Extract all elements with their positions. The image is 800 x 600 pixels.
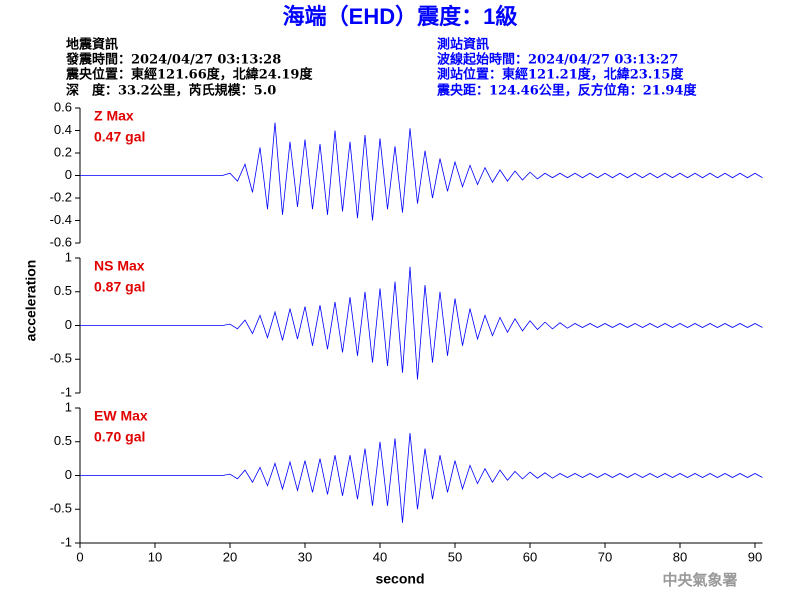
annotation: 0.70 gal (94, 429, 145, 445)
waveform (80, 122, 763, 221)
y-tick-label: 0.4 (54, 122, 72, 137)
x-tick-label: 80 (673, 549, 687, 564)
y-tick-label: 0.5 (54, 433, 72, 448)
waveform (80, 266, 763, 380)
x-tick-label: 30 (298, 549, 312, 564)
y-tick-label: 0 (65, 167, 72, 182)
y-tick-label: -0.6 (50, 234, 72, 249)
x-tick-label: 40 (373, 549, 387, 564)
y-tick-label: -0.5 (50, 501, 72, 516)
y-tick-label: 1 (65, 249, 72, 264)
y-tick-label: -0.2 (50, 189, 72, 204)
x-tick-label: 70 (598, 549, 612, 564)
annotation: NS Max (94, 258, 145, 274)
y-tick-label: -1 (60, 534, 72, 549)
x-tick-label: 90 (748, 549, 762, 564)
y-tick-label: 0.2 (54, 144, 72, 159)
x-tick-label: 10 (148, 549, 162, 564)
info-line: 發震時間：2024/04/27 03:13:28 (65, 52, 281, 68)
y-tick-label: 0.5 (54, 283, 72, 298)
y-tick-label: -0.4 (50, 212, 72, 227)
x-axis-label: second (375, 571, 424, 587)
y-tick-label: -1 (60, 384, 72, 399)
annotation: EW Max (94, 408, 148, 424)
info-line: 測站資訊 (437, 37, 489, 53)
annotation: 0.87 gal (94, 279, 145, 295)
y-tick-label: -0.5 (50, 351, 72, 366)
x-tick-label: 50 (448, 549, 462, 564)
annotation: 0.47 gal (94, 129, 145, 145)
info-line: 測站位置：東經121.21度，北緯23.15度 (437, 67, 684, 83)
footer: 中央氣象署 (662, 571, 737, 589)
y-tick-label: 1 (65, 399, 72, 414)
y-tick-label: 0 (65, 467, 72, 482)
info-line: 地震資訊 (66, 37, 118, 53)
chart-title: 海端（EHD）震度：1級 (283, 4, 518, 29)
info-line: 深 度：33.2公里，芮氏規模：5.0 (66, 83, 276, 99)
x-tick-label: 20 (223, 549, 237, 564)
x-tick-label: 0 (76, 549, 83, 564)
info-line: 波線起始時間：2024/04/27 03:13:27 (437, 52, 678, 68)
y-tick-label: 0 (65, 317, 72, 332)
info-line: 震央位置：東經121.66度，北緯24.19度 (65, 67, 313, 83)
annotation: Z Max (94, 108, 134, 124)
y-tick-label: 0.6 (54, 99, 72, 114)
y-axis-label: acceleration (23, 260, 39, 342)
info-line: 震央距：124.46公里，反方位角：21.94度 (436, 83, 697, 99)
x-tick-label: 60 (523, 549, 537, 564)
waveform (80, 432, 763, 523)
